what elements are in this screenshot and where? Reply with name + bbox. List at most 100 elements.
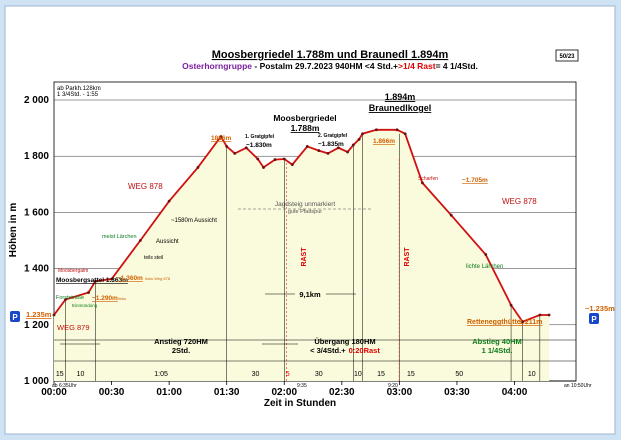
profile-point	[521, 320, 524, 324]
chart-subtitle: Osterhorngruppe - Postalm 29.7.2023 940H…	[182, 61, 478, 71]
profile-point	[244, 146, 248, 150]
height-1360-note: links Weg 878	[145, 276, 171, 281]
height-1705: ~1.705m	[462, 177, 488, 184]
profile-point	[52, 313, 56, 317]
first-ridge-height: ~1.830m	[246, 142, 272, 149]
height-1360: ~1.360m	[117, 275, 143, 282]
profile-point	[547, 313, 551, 317]
trail-label-left: WEG 878	[128, 182, 163, 191]
y-tick-label: 1 800	[24, 151, 49, 162]
profile-point	[94, 279, 97, 283]
second-ridge-height: ~1.835m	[318, 141, 344, 148]
profile-point	[282, 157, 286, 161]
time-920: 9:20	[388, 383, 398, 389]
profile-point	[336, 146, 340, 150]
rest-label-2: RAST	[404, 247, 411, 267]
profile-point	[233, 151, 237, 155]
end-time: an 10:50Uhr	[564, 383, 592, 389]
profile-point	[374, 128, 378, 132]
segment-minute: 15	[56, 371, 64, 378]
segment-minute: 30	[252, 371, 260, 378]
segment-minute: 10	[528, 371, 536, 378]
profile-point	[219, 135, 223, 138]
profile-point	[361, 132, 364, 136]
parking-start-text: P	[12, 313, 18, 322]
start-height: 1.235m	[26, 310, 52, 319]
second-ridge-label: 2. Gratgipfel	[318, 133, 348, 139]
moosberg-height: 1.788m	[291, 123, 320, 133]
parking-end-icon	[589, 313, 599, 324]
larch-note-1: meist Lärchen	[102, 234, 137, 240]
trail-label-right: WEG 878	[502, 197, 537, 206]
profile-point	[167, 199, 171, 203]
profile-point	[64, 298, 67, 301]
page-number-box	[555, 49, 579, 62]
y-tick-label: 1 600	[24, 207, 49, 218]
segment-minute: 5	[286, 371, 290, 378]
x-tick-label: 03:00	[387, 387, 413, 398]
profile-point	[484, 253, 488, 256]
profile-point	[225, 144, 229, 148]
profile-point	[326, 151, 330, 155]
segment-minute: 1:05	[154, 371, 168, 378]
braunedl-height: 1.894m	[385, 92, 416, 102]
profile-point	[273, 158, 277, 161]
hunting-path-label: Jagdsteig unmarkiert	[275, 201, 336, 208]
steep-note: teils steil	[144, 255, 163, 261]
page-number: 50/23	[559, 54, 575, 60]
profile-point	[290, 163, 294, 167]
y-axis-label: Höhen in m	[8, 203, 19, 258]
scharfen-label: Scharfen	[418, 176, 438, 182]
start-time: ab 6:35Uhr	[52, 383, 77, 389]
profile-point	[138, 239, 142, 242]
y-tick-label: 1 400	[24, 264, 49, 275]
profile-point	[305, 144, 309, 148]
segment-transfer-1: Übergang 180HM	[314, 337, 375, 346]
segment-minutes: 15 10 1:05 30 5 30 10 15 15 50 10	[56, 371, 536, 378]
forest-road-label: Forststraße	[56, 295, 84, 301]
x-tick-label: 00:30	[99, 387, 125, 398]
subtitle-end: = 4 1/4Std.	[436, 61, 478, 71]
profile-point	[509, 303, 513, 307]
y-tick-label: 2 000	[24, 95, 49, 106]
distance-label: 9,1km	[299, 290, 321, 299]
y-tick-label: 1 200	[24, 320, 49, 331]
profile-point	[262, 166, 265, 169]
viewpoint: Aussicht	[156, 239, 179, 245]
height-1290-note: links	[118, 296, 126, 301]
segment-minute: 10	[77, 371, 85, 378]
path-trace-label: gute Pfadspur	[288, 209, 322, 215]
segment-minute: 50	[455, 371, 463, 378]
profile-point	[538, 313, 542, 317]
profile-point	[196, 166, 200, 169]
profile-point	[317, 149, 321, 152]
rest-label-1: RAST	[301, 247, 308, 267]
x-tick-label: 01:00	[156, 387, 182, 398]
segment-minute: 30	[315, 371, 323, 378]
hut-name: Retteneggthütte	[467, 319, 521, 326]
segment-ascent-1: Anstieg 720HM	[154, 337, 208, 346]
profile-point	[449, 213, 453, 217]
chart-title: Moosbergriedel 1.788m und Braunedl 1.894…	[212, 49, 449, 61]
y-tick-labels: 1 000 1 200 1 400 1 600 1 800 2 000	[24, 95, 49, 387]
profile-point	[403, 132, 407, 136]
braunedl-name: Braunedlkogel	[369, 103, 432, 113]
profile-point	[351, 143, 355, 147]
profile-area	[54, 129, 550, 381]
note-duration: 1 3/4Std. - 1:55	[57, 92, 99, 98]
alm-label: Moosbergalm	[58, 268, 88, 274]
segment-minute: 10	[354, 371, 362, 378]
end-height: ~1.235m	[585, 304, 615, 313]
time-935: 9:35	[297, 383, 307, 389]
profile-point	[395, 128, 399, 132]
height-1866: 1866m	[211, 135, 231, 142]
height-1866b: 1.866m	[373, 138, 395, 145]
saddle-label: Moosbergsattel 1.363m	[56, 277, 128, 284]
segment-minute: 15	[407, 371, 415, 378]
trail-879-label: WEG 879	[57, 323, 90, 332]
moosberg-name: Moosbergriedel	[273, 113, 336, 123]
segment-ascent-2: 2Std.	[172, 346, 190, 355]
profile-point	[87, 291, 90, 294]
